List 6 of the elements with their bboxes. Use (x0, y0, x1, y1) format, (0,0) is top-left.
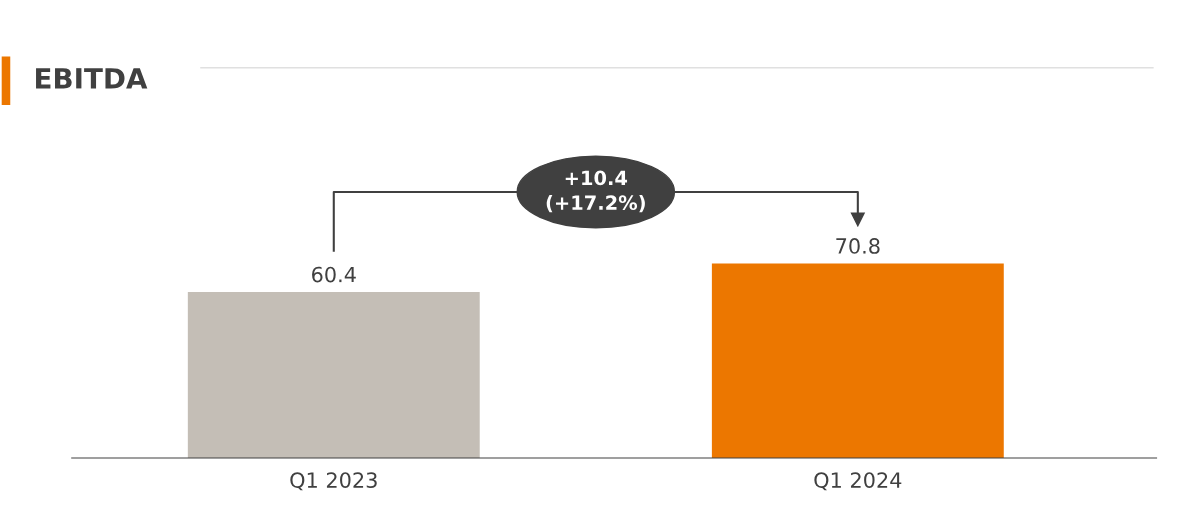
text: +10.4 (+17.2%) (546, 170, 645, 213)
chart-title: EBITDA (36, 68, 148, 89)
data-label: 70.8 (836, 238, 880, 254)
data-label: 60.4 (312, 266, 356, 283)
x-tick-label: Q1 2024 (814, 472, 902, 491)
x-tick-label: Q1 2023 (290, 472, 377, 491)
